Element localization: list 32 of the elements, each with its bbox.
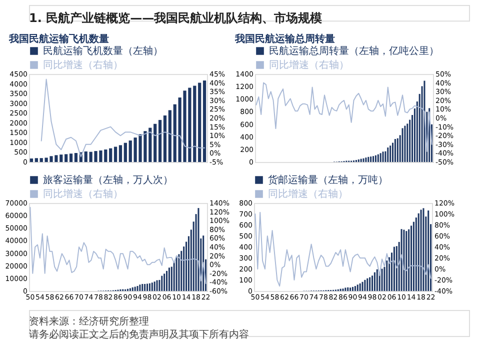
legend-label: 同比增速（右轴） [43,188,123,200]
bar [202,80,206,162]
bar [74,153,78,162]
bar [124,142,127,162]
bar [168,110,172,162]
legend-label: 同比增速（右轴） [269,59,349,71]
text: 旅客运输量（左轴，万人次） [43,174,173,186]
bar [163,115,167,162]
legend-label: 同比增速（右轴） [268,188,348,200]
text: 资料来源：经济研究所整理 [29,316,149,328]
bar [154,124,157,162]
bar [158,120,162,162]
bar [114,146,118,162]
line-series [40,78,206,158]
legend-label: 民航运输飞机数量（左轴） [43,45,163,57]
chart-title: 我国民航运输飞机数量 [8,33,110,45]
bar [34,158,38,162]
line-series [30,206,206,284]
bar [64,154,68,162]
bar [69,154,73,162]
line-series [254,212,432,287]
line-series [256,82,432,152]
bar [198,82,202,162]
bar [30,158,34,162]
legend-label: 民航运输总周转量（左轴，亿吨公里） [269,45,439,57]
bar [118,145,122,162]
bar [109,148,112,162]
text: 1. 民航产业链概览——我国民航业机队结构、市场规模 [29,10,322,25]
text: 请务必阅读正文之后的免责声明及其项下所有内容 [29,328,249,340]
text: 货邮运输量（左轴，万吨） [268,174,388,186]
legend-label: 同比增速（右轴） [43,59,123,71]
chart-title: 我国民航运输总周转量 [234,33,336,45]
